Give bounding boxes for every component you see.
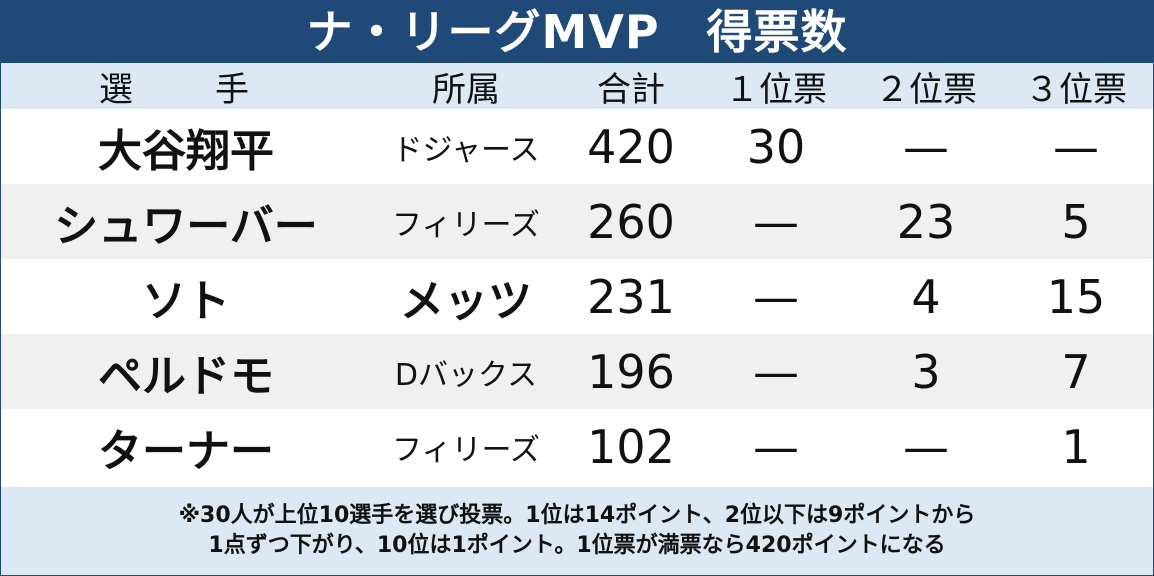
player-name: ペルドモ	[98, 350, 274, 402]
second-place-votes: 23	[896, 194, 956, 249]
header-total: 合計	[597, 69, 665, 110]
table-row: ソト メッツ 231 — 4 15	[1, 259, 1153, 334]
player-name: ソト	[142, 275, 230, 327]
team-name: Dバックス	[394, 357, 538, 393]
table-row: ペルドモ Dバックス 196 — 3 7	[1, 334, 1153, 409]
header-second: ２位票	[875, 69, 977, 110]
table-row: ターナー フィリーズ 102 — — 1	[1, 409, 1153, 484]
header-third: ３位票	[1025, 69, 1127, 110]
second-place-votes: —	[903, 119, 949, 174]
total-points: 102	[587, 419, 675, 474]
team-name: フィリーズ	[392, 207, 540, 243]
third-place-votes: 5	[1061, 194, 1091, 249]
total-points: 231	[587, 269, 675, 324]
team-name: メッツ	[400, 275, 532, 327]
second-place-votes: 4	[911, 269, 941, 324]
team-name: フィリーズ	[392, 432, 540, 468]
total-points: 420	[587, 119, 675, 174]
footnote-line-1: ※30人が上位10選手を選び投票。1位は14ポイント、2位以下は9ポイントから	[178, 503, 976, 528]
footnote: ※30人が上位10選手を選び投票。1位は14ポイント、2位以下は9ポイントから …	[1, 487, 1153, 575]
third-place-votes: 1	[1061, 419, 1091, 474]
player-name: ターナー	[98, 425, 274, 477]
first-place-votes: —	[753, 419, 799, 474]
team-name: ドジャース	[392, 132, 540, 168]
table-row: シュワーバー フィリーズ 260 — 23 5	[1, 184, 1153, 259]
header-player: 選 手	[99, 69, 273, 110]
first-place-votes: —	[753, 194, 799, 249]
header-first: １位票	[725, 69, 827, 110]
third-place-votes: 15	[1046, 269, 1106, 324]
second-place-votes: —	[903, 419, 949, 474]
third-place-votes: —	[1053, 119, 1099, 174]
first-place-votes: 30	[746, 119, 806, 174]
table-row: 大谷翔平 ドジャース 420 30 — —	[1, 109, 1153, 184]
third-place-votes: 7	[1061, 344, 1091, 399]
player-name: シュワーバー	[54, 200, 318, 252]
footnote-line-2: 1点ずつ下がり、10位は1ポイント。1位票が満票なら420ポイントになる	[208, 533, 946, 558]
table-header: 選 手 所属 合計 １位票 ２位票 ３位票	[1, 63, 1153, 110]
player-name: 大谷翔平	[98, 125, 274, 177]
total-points: 196	[587, 344, 675, 399]
total-points: 260	[587, 194, 675, 249]
first-place-votes: —	[753, 269, 799, 324]
first-place-votes: —	[753, 344, 799, 399]
page-title: ナ・リーグMVP 得票数	[1, 1, 1153, 63]
second-place-votes: 3	[911, 344, 941, 399]
header-team: 所属	[432, 69, 500, 110]
